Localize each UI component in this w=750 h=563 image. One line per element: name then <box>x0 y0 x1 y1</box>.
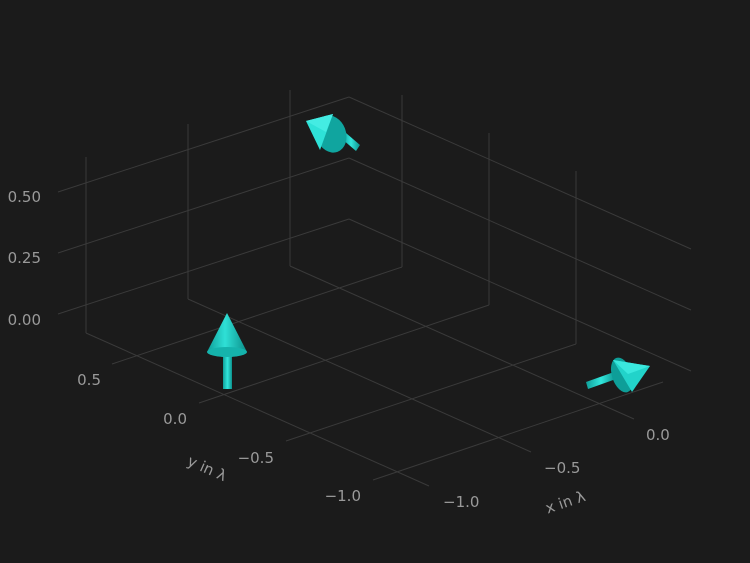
z-tick-label: 0.00 <box>8 311 41 329</box>
z-axis-ticks: 0.50 0.25 0.00 <box>8 188 41 329</box>
x-tick-label: −0.5 <box>544 459 580 477</box>
z-tick-label: 0.50 <box>8 188 41 206</box>
z-tick-label: 0.25 <box>8 249 41 267</box>
x-axis-label: x in λ <box>543 487 588 517</box>
grid-floor <box>85 265 664 487</box>
grid-back-wall <box>348 95 692 372</box>
y-axis-label: y in λ <box>185 452 230 485</box>
y-axis-ticks: 0.5 0.0 −0.5 −1.0 <box>77 371 361 505</box>
x-tick-label: 0.0 <box>646 426 670 444</box>
x-tick-label: −1.0 <box>443 493 479 511</box>
y-tick-label: 0.0 <box>163 410 187 428</box>
y-tick-label: −1.0 <box>325 487 361 505</box>
arrow-marker <box>586 357 650 393</box>
arrow-marker <box>207 313 247 389</box>
grid-side-wall <box>57 90 350 333</box>
y-tick-label: −0.5 <box>238 449 274 467</box>
x-axis-ticks: −1.0 −0.5 0.0 <box>443 426 670 511</box>
y-tick-label: 0.5 <box>77 371 101 389</box>
arrow-marker <box>306 114 360 153</box>
